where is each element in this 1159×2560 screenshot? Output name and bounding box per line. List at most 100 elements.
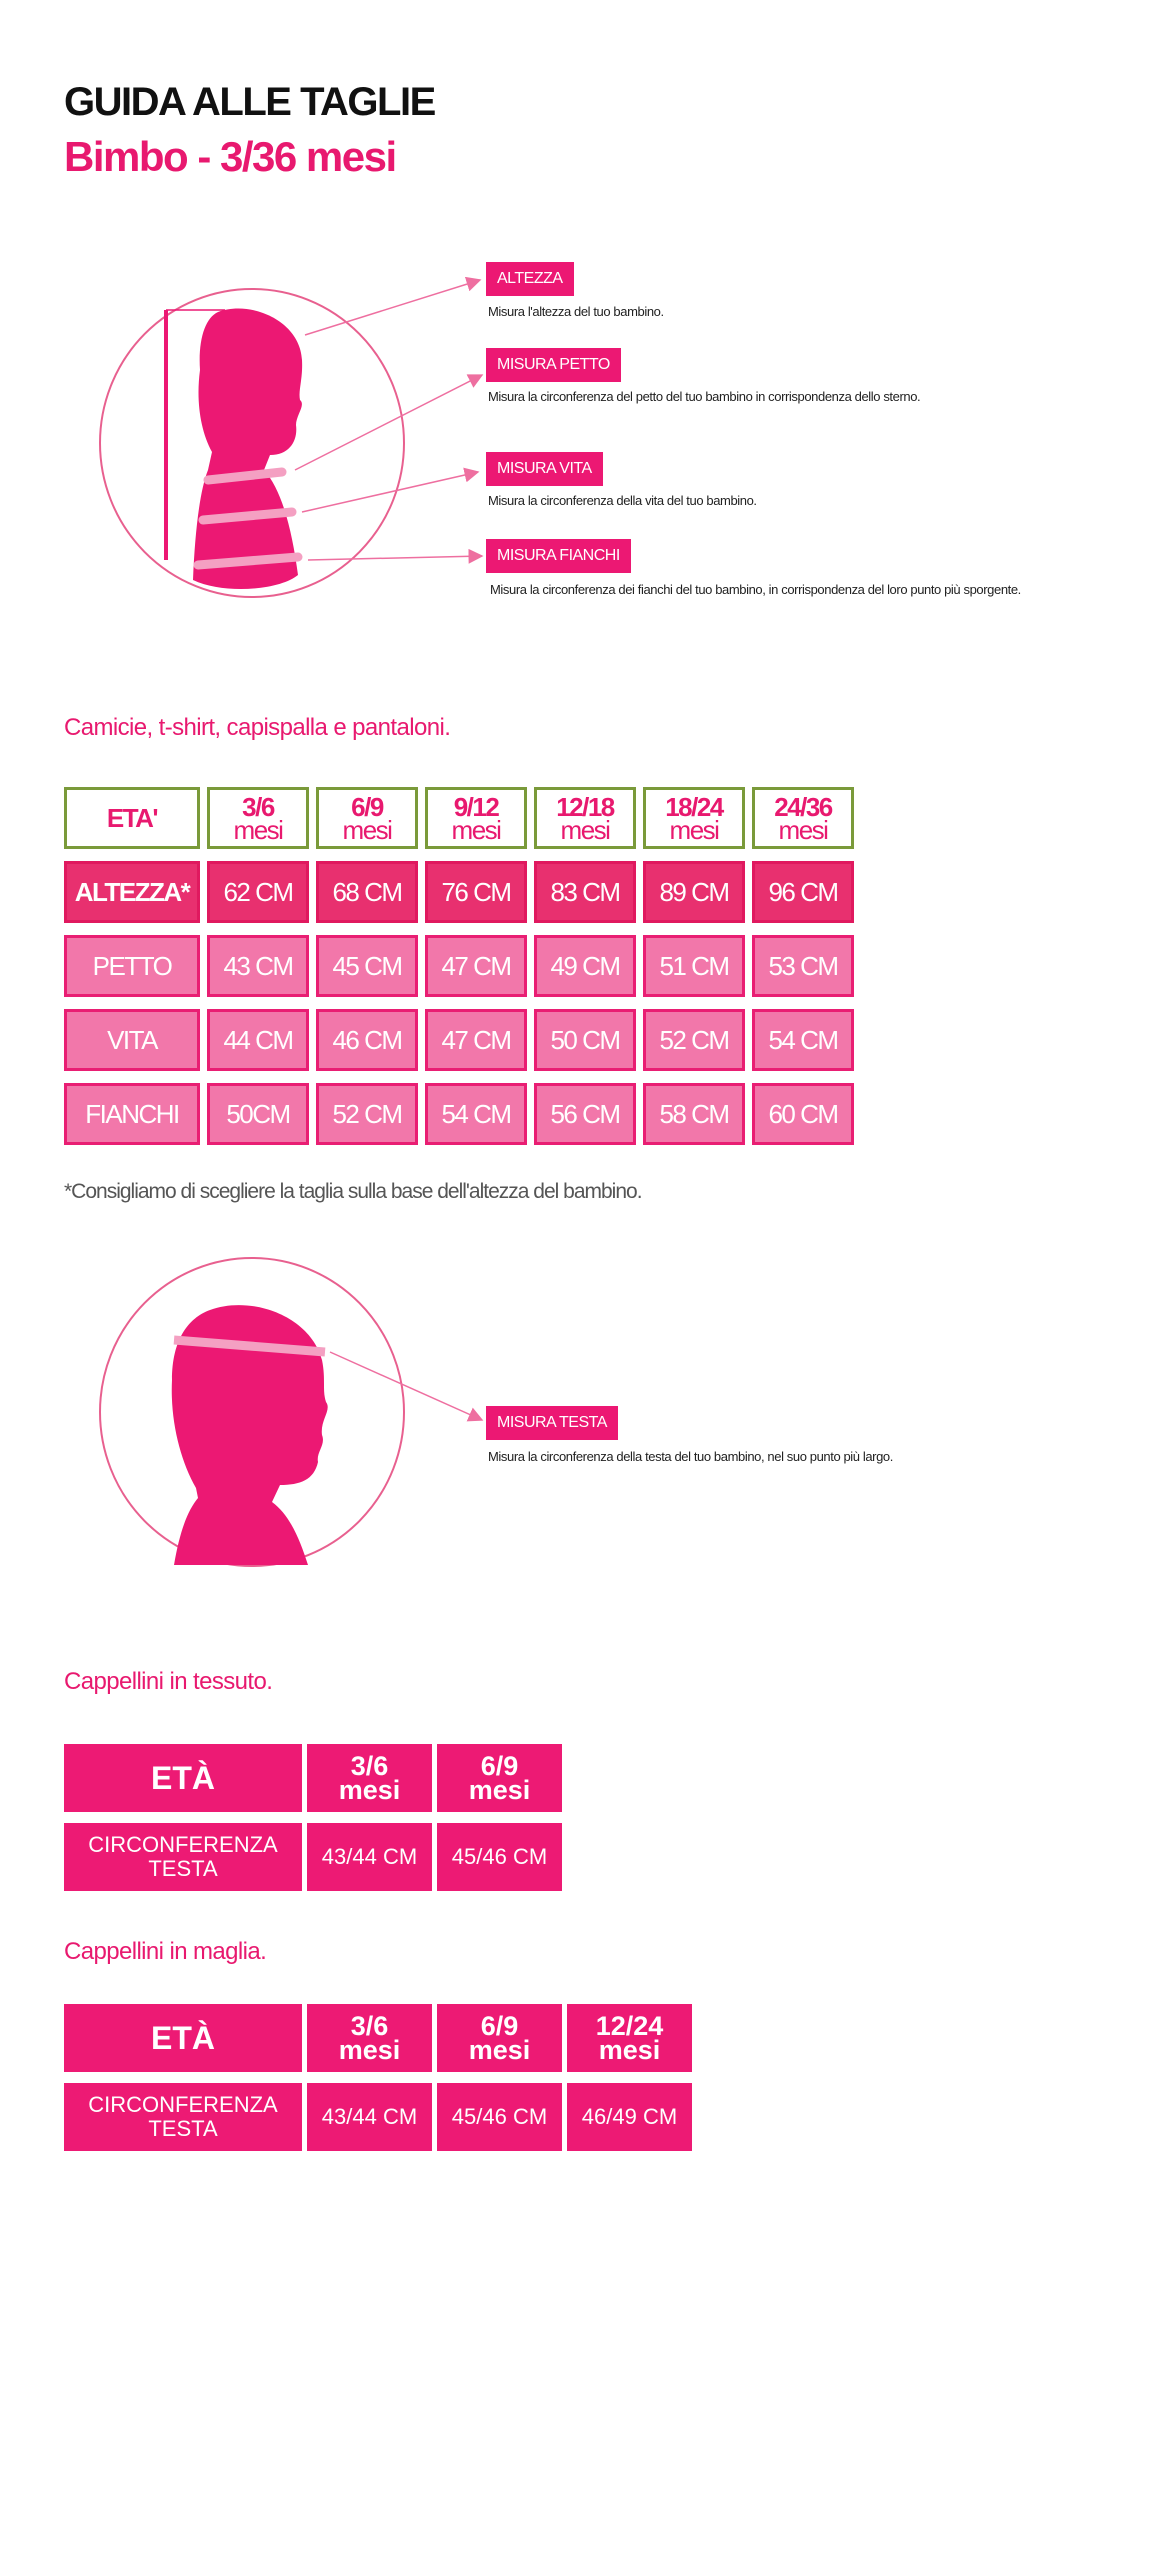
age-range: 6/9 xyxy=(480,1751,519,1781)
age-range: 18/24 xyxy=(665,792,724,822)
fianchi-label: MISURA FIANCHI xyxy=(486,539,631,573)
age-range: 3/6 xyxy=(350,1751,389,1781)
footnote: *Consigliamo di scegliere la taglia sull… xyxy=(64,1180,643,1203)
row-label-line: TESTA xyxy=(148,2116,218,2141)
fianchi-description: Misura la circonferenza dei fianchi del … xyxy=(490,582,1021,597)
table-cell: 52 CM xyxy=(643,1009,745,1071)
row-label-petto: PETTO xyxy=(64,935,200,997)
age-unit: mesi xyxy=(451,815,502,845)
row-label: CIRCONFERENZA TESTA xyxy=(64,2083,302,2151)
row-label-line: CIRCONFERENZA xyxy=(88,2092,278,2117)
age-unit: mesi xyxy=(233,815,284,845)
table-cell: 46 CM xyxy=(316,1009,418,1071)
table-cell: 46/49 CM xyxy=(567,2083,692,2151)
vita-description: Misura la circonferenza della vita del t… xyxy=(488,493,757,508)
table-cell: 45/46 CM xyxy=(437,2083,562,2151)
row-label-line: TESTA xyxy=(148,1856,218,1881)
age-range: 6/9 xyxy=(480,2011,519,2041)
age-range: 9/12 xyxy=(453,792,500,822)
petto-label: MISURA PETTO xyxy=(486,348,621,382)
table-cell: 47 CM xyxy=(425,1009,527,1071)
age-column-header: 12/18 mesi xyxy=(534,787,636,849)
table-cell: 83 CM xyxy=(534,861,636,923)
head-measure-illustration xyxy=(99,1257,484,1567)
table-cell: 68 CM xyxy=(316,861,418,923)
chest-band xyxy=(203,467,287,485)
clothing-section-title: Camicie, t-shirt, capispalla e pantaloni… xyxy=(64,714,451,741)
table-cell: 62 CM xyxy=(207,861,309,923)
age-column-header: 3/6 mesi xyxy=(207,787,309,849)
age-unit: mesi xyxy=(468,1775,531,1805)
table-cell: 89 CM xyxy=(643,861,745,923)
age-unit: mesi xyxy=(338,2035,401,2065)
table-cell: 51 CM xyxy=(643,935,745,997)
age-column-header: 3/6 mesi xyxy=(307,1744,432,1812)
age-unit: mesi xyxy=(778,815,829,845)
table-cell: 43 CM xyxy=(207,935,309,997)
age-unit: mesi xyxy=(342,815,393,845)
circle-frame xyxy=(99,288,405,598)
knit-hats-table: ETÀ 3/6 mesi 6/9 mesi 12/24 mesi CIRCONFERE… xyxy=(64,2004,692,2151)
age-column-header: 18/24 mesi xyxy=(643,787,745,849)
table-cell: 47 CM xyxy=(425,935,527,997)
table-cell: 50 CM xyxy=(534,1009,636,1071)
table-cell: 53 CM xyxy=(752,935,854,997)
clothing-size-table: ETA' 3/6 mesi 6/9 mesi 9/12 mesi 12/18 mesi … xyxy=(64,787,854,1145)
age-column-header: 6/9 mesi xyxy=(437,1744,562,1812)
header-eta: ETÀ xyxy=(64,2004,302,2072)
age-range: 3/6 xyxy=(242,792,275,822)
child-silhouette xyxy=(171,1305,328,1565)
row-label-fianchi: FIANCHI xyxy=(64,1083,200,1145)
age-unit: mesi xyxy=(560,815,611,845)
age-column-header: 6/9 mesi xyxy=(437,2004,562,2072)
age-column-header: 24/36 mesi xyxy=(752,787,854,849)
hip-band xyxy=(193,552,303,570)
child-silhouette xyxy=(193,308,303,590)
age-column-header: 6/9 mesi xyxy=(316,787,418,849)
body-measure-illustration xyxy=(99,276,484,598)
table-cell: 76 CM xyxy=(425,861,527,923)
fabric-hats-table: ETÀ 3/6 mesi 6/9 mesi CIRCONFERENZA TESTA 4… xyxy=(64,1744,562,1891)
row-label-line: CIRCONFERENZA xyxy=(88,1832,278,1857)
table-cell: 43/44 CM xyxy=(307,2083,432,2151)
vita-label: MISURA VITA xyxy=(486,452,603,486)
waist-band xyxy=(198,507,297,525)
table-cell: 60 CM xyxy=(752,1083,854,1145)
testa-label: MISURA TESTA xyxy=(486,1406,618,1440)
table-cell: 96 CM xyxy=(752,861,854,923)
age-unit: mesi xyxy=(468,2035,531,2065)
page-title: GUIDA ALLE TAGLIE xyxy=(64,80,436,124)
table-cell: 45 CM xyxy=(316,935,418,997)
age-unit: mesi xyxy=(598,2035,661,2065)
page-subtitle: Bimbo - 3/36 mesi xyxy=(64,133,397,180)
knit-hats-title: Cappellini in maglia. xyxy=(64,1938,267,1965)
circle-frame xyxy=(99,1257,405,1567)
age-column-header: 9/12 mesi xyxy=(425,787,527,849)
age-range: 12/18 xyxy=(556,792,615,822)
altezza-description: Misura l'altezza del tuo bambino. xyxy=(488,304,664,319)
testa-description: Misura la circonferenza della testa del … xyxy=(488,1449,893,1464)
age-range: 3/6 xyxy=(350,2011,389,2041)
age-unit: mesi xyxy=(669,815,720,845)
age-range: 12/24 xyxy=(595,2011,664,2041)
table-cell: 58 CM xyxy=(643,1083,745,1145)
row-label: CIRCONFERENZA TESTA xyxy=(64,1823,302,1891)
age-column-header: 3/6 mesi xyxy=(307,2004,432,2072)
table-cell: 43/44 CM xyxy=(307,1823,432,1891)
table-cell: 49 CM xyxy=(534,935,636,997)
petto-description: Misura la circonferenza del petto del tu… xyxy=(488,389,921,404)
age-range: 6/9 xyxy=(351,792,384,822)
table-cell: 56 CM xyxy=(534,1083,636,1145)
table-cell: 45/46 CM xyxy=(437,1823,562,1891)
age-column-header: 12/24 mesi xyxy=(567,2004,692,2072)
altezza-label: ALTEZZA xyxy=(486,262,574,296)
row-label-vita: VITA xyxy=(64,1009,200,1071)
table-cell: 44 CM xyxy=(207,1009,309,1071)
header-eta: ETA' xyxy=(64,787,200,849)
fabric-hats-title: Cappellini in tessuto. xyxy=(64,1668,273,1695)
table-cell: 54 CM xyxy=(425,1083,527,1145)
header-eta: ETÀ xyxy=(64,1744,302,1812)
age-range: 24/36 xyxy=(774,792,833,822)
head-band xyxy=(173,1335,326,1357)
table-cell: 52 CM xyxy=(316,1083,418,1145)
